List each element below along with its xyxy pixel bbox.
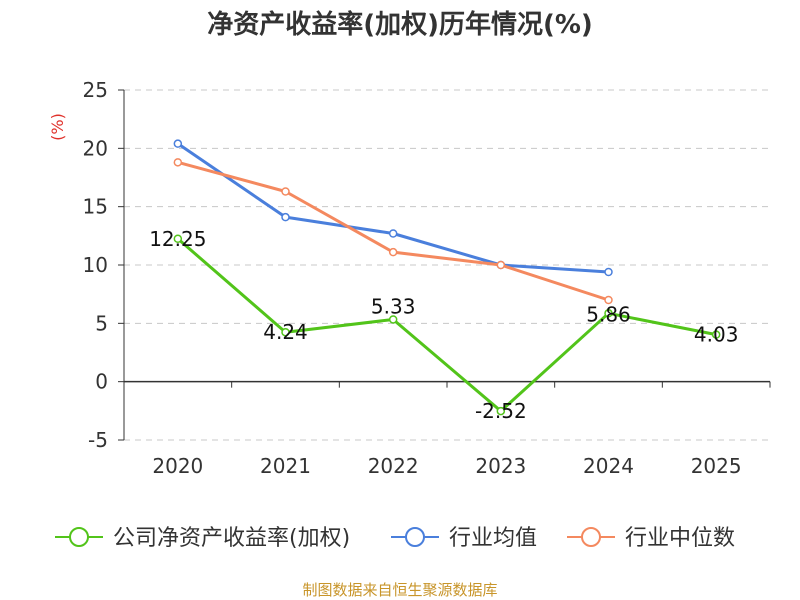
data-point[interactable] (604, 309, 613, 318)
x-tick-label: 2021 (260, 454, 311, 478)
legend-label: 行业均值 (449, 526, 537, 551)
legend-marker-icon (405, 527, 425, 547)
legend-marker-icon (581, 527, 601, 547)
data-label: 5.33 (371, 294, 416, 318)
y-tick-label: 0 (95, 370, 108, 394)
y-tick-label: 15 (83, 195, 108, 219)
data-point[interactable] (173, 158, 183, 167)
x-tick-label: 2025 (691, 454, 742, 478)
y-tick-label: 5 (95, 311, 108, 335)
data-point[interactable] (388, 315, 398, 324)
axes (118, 89, 771, 441)
x-tick-label: 2023 (475, 454, 526, 478)
y-tick-label: -5 (88, 428, 108, 452)
data-point[interactable] (173, 234, 183, 243)
series-line-0 (176, 237, 717, 413)
data-point[interactable] (281, 327, 290, 337)
y-axis-unit: (%) (48, 113, 67, 141)
y-tick-labels: 25 20 15 10 5 0 -5 (83, 78, 108, 452)
legend-item-2[interactable]: 行业中位数 (567, 526, 735, 551)
legend-item-0[interactable]: 公司净资产收益率(加权) (55, 526, 350, 551)
data-point[interactable] (173, 139, 183, 148)
y-tick-label: 10 (83, 253, 108, 277)
data-point[interactable] (388, 229, 398, 238)
data-label: -2.52 (475, 399, 527, 423)
legend-label: 行业中位数 (625, 526, 735, 551)
y-tick-label: 20 (83, 136, 108, 160)
source-note: 制图数据来自恒生聚源数据库 (302, 581, 497, 599)
legend-marker-icon (69, 527, 89, 547)
x-tick-label: 2024 (583, 454, 634, 478)
x-tick-label: 2020 (152, 454, 203, 478)
legend-item-1[interactable]: 行业均值 (391, 526, 537, 551)
data-point[interactable] (388, 247, 398, 257)
chart-title: 净资产收益率(加权)历年情况(%) (207, 9, 593, 40)
data-labels: 12.25 4.24 5.33 -2.52 5.86 4.03 (149, 227, 738, 423)
data-label: 12.25 (149, 227, 206, 251)
data-point[interactable] (604, 295, 613, 305)
data-label: 4.03 (694, 323, 739, 347)
y-tick-label: 25 (83, 78, 108, 102)
data-point[interactable] (281, 212, 290, 222)
x-tick-label: 2022 (368, 454, 419, 478)
data-point[interactable] (711, 330, 721, 339)
series-lines (173, 139, 721, 416)
legend-label: 公司净资产收益率(加权) (113, 526, 350, 551)
legend[interactable]: 公司净资产收益率(加权) 行业均值 行业中位数 (55, 526, 735, 551)
data-point[interactable] (496, 260, 506, 270)
data-label: 4.24 (263, 320, 308, 344)
data-point[interactable] (496, 406, 506, 416)
data-point[interactable] (281, 187, 290, 196)
x-tick-labels: 2020 2021 2022 2023 2024 2025 (152, 454, 741, 478)
data-label: 5.86 (586, 302, 631, 326)
data-point[interactable] (604, 267, 613, 277)
